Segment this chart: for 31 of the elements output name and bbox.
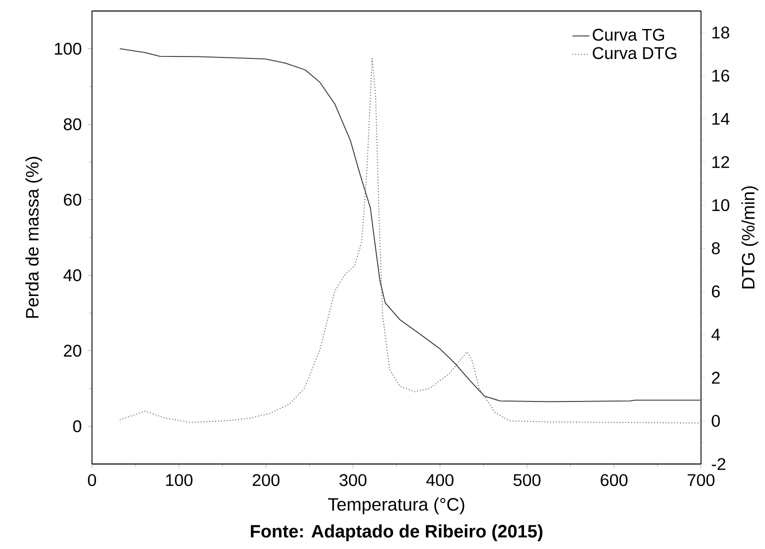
y2-tick-label: 18 — [712, 26, 730, 39]
x-tick-label: 0 — [88, 474, 96, 486]
y-tick-label: 0 — [73, 420, 82, 432]
y2-tick-label: 0 — [712, 414, 720, 427]
legend-label: Curva TG — [592, 28, 664, 41]
y-axis-title: Perda de massa (%) — [25, 156, 42, 318]
x-axis-title: Temperatura (°C) — [328, 498, 464, 514]
x-tick-label: 500 — [514, 474, 540, 486]
x-tick-label: 400 — [426, 474, 454, 486]
y2-tick-label: 14 — [712, 113, 730, 125]
text: Fonte: Adaptado de Ribeiro (2015) — [250, 524, 542, 542]
y-tick-label: 80 — [64, 118, 82, 130]
y2-tick-label: 12 — [712, 156, 730, 168]
x-tick-label: 700 — [688, 474, 714, 486]
y-tick-label: 100 — [54, 42, 82, 55]
y2-tick-label: 16 — [712, 70, 730, 82]
x-tick-label: 300 — [340, 474, 366, 486]
y2-tick-label: -2 — [712, 458, 726, 470]
y-tick-label: 60 — [64, 194, 82, 206]
y-tick-label: 40 — [63, 269, 82, 282]
y-tick-label: 20 — [64, 344, 82, 357]
y2-tick-label: 10 — [712, 199, 730, 212]
y2-tick-label: 8 — [712, 242, 720, 254]
x-tick-label: 100 — [166, 474, 192, 486]
x-tick-label: 600 — [600, 474, 628, 486]
y2-tick-label: 2 — [712, 372, 720, 384]
x-tick-label: 200 — [252, 474, 280, 486]
y2-tick-label: 4 — [711, 328, 720, 340]
y2-axis-title: DTG (%/min) — [741, 186, 758, 288]
legend-label: Curva DTG — [592, 47, 676, 60]
y2-tick-label: 6 — [712, 285, 720, 298]
